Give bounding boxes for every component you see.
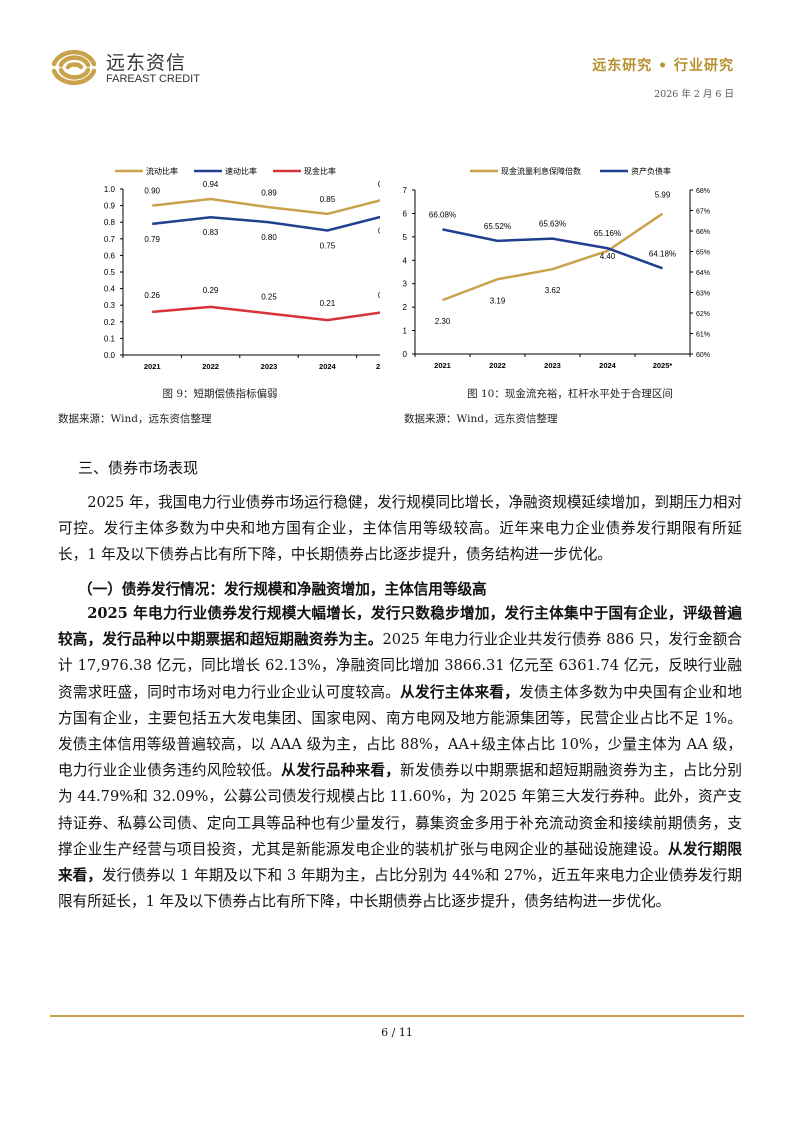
- data-label: 0.94: [378, 180, 380, 189]
- series-line-0: [152, 197, 380, 216]
- subsection-heading: （一）债券发行情况：发行规模和净融资增加，主体信用等级高: [78, 581, 487, 598]
- data-label: 0.83: [203, 228, 219, 237]
- chart-short-term-solvency: 0.0 0.1 0.2 0.3 0.4 0.5 0.6 0.7 0.8 0.9 1.0 2021 202…: [104, 166, 380, 371]
- data-label: 0.85: [320, 195, 336, 204]
- report-series-title: 远东研究 • 行业研究: [592, 58, 734, 74]
- y-tick-label-right: 66%: [696, 229, 710, 236]
- data-label: 65.63%: [539, 220, 566, 229]
- series-line-2: [152, 305, 380, 322]
- y-tick-label: 0.8: [104, 218, 116, 227]
- x-tick-label: 2024: [319, 362, 337, 371]
- y-tick-label: 1: [403, 327, 408, 336]
- x-tick-label: 2023: [544, 361, 561, 370]
- data-label: 0.21: [320, 299, 336, 308]
- figure-10-source: 数据来源：Wind，远东资信整理: [404, 413, 558, 425]
- data-label: 65.52%: [484, 222, 511, 231]
- y-tick-label: 0.2: [104, 318, 116, 327]
- x-tick-label: 2025*: [653, 361, 673, 370]
- series-line-0: [442, 212, 664, 302]
- y-tick-label: 1.0: [104, 185, 116, 194]
- figure-9-source: 数据来源：Wind，远东资信整理: [58, 413, 212, 425]
- para-seg: 发行债券以 1 年期及以下和 3 年期为主，占比分别为 44%和 27%，近五年…: [58, 867, 742, 911]
- y-tick-label-right: 62%: [696, 311, 710, 318]
- legend-label: 资产负债率: [631, 166, 671, 176]
- x-tick-label: 2023: [261, 362, 278, 371]
- x-tick-label: 2021: [434, 361, 451, 370]
- data-label: 0.90: [144, 187, 160, 196]
- y-tick-label: 0.3: [104, 301, 116, 310]
- x-tick-label: 2024: [599, 361, 617, 370]
- para-seg: 从发行期限来看，: [58, 840, 742, 885]
- y-tick-label: 0: [403, 350, 408, 359]
- data-label: 3.62: [545, 286, 561, 295]
- data-label: 0.89: [261, 188, 277, 197]
- series-line-1: [442, 228, 663, 270]
- report-date: 2026 年 2 月 6 日: [654, 89, 734, 100]
- y-tick-label: 0.5: [104, 268, 116, 277]
- y-tick-label: 0.4: [104, 285, 116, 294]
- series-line-1: [152, 215, 380, 232]
- y-tick-label: 5: [403, 233, 408, 242]
- y-tick-label: 3: [403, 280, 408, 289]
- figure-10-caption: 图 10：现金流充裕，杠杆水平处于合理区间: [467, 388, 673, 400]
- logo-name-en: FAREAST CREDIT: [106, 73, 200, 85]
- y-tick-label: 6: [403, 209, 408, 218]
- data-label: 0.26: [378, 291, 380, 300]
- y-tick-label-right: 64%: [696, 270, 710, 277]
- para-seg: 从发行品种来看，: [281, 762, 401, 780]
- y-tick-label: 0.0: [104, 351, 116, 360]
- para-seg: 发债主体多数为中央国有企业和地方国有企业，主要包括五大发电集团、国家电网、南方电…: [58, 683, 742, 780]
- y-tick-label: 7: [403, 186, 408, 195]
- para-seg: 2025 年电力行业债券发行规模大幅增长，发行只数稳步增加，发行主体集中于国有企…: [58, 605, 742, 649]
- section-heading: 三、债券市场表现: [78, 459, 199, 477]
- section-intro-paragraph: 2025 年，我国电力行业债券市场运行稳健，发行规模同比增长，净融资规模延续增加…: [58, 494, 742, 564]
- data-label: 0.26: [144, 291, 160, 300]
- para-seg: 新发债券以中期票据和超短期融资券为主，占比分别为 44.79%和 32.09%，…: [58, 762, 742, 858]
- y-tick-label-right: 65%: [696, 250, 710, 257]
- x-tick-label: 2022: [489, 361, 506, 370]
- y-tick-label: 0.7: [104, 235, 116, 244]
- data-label: 0.84: [378, 227, 380, 236]
- data-label: 0.80: [261, 233, 277, 242]
- x-tick-label: 2025*: [376, 362, 380, 371]
- y-tick-label-right: 63%: [696, 291, 710, 298]
- data-label: 65.16%: [594, 229, 621, 238]
- y-tick-label: 2: [403, 303, 408, 312]
- legend-label: 流动比率: [146, 166, 178, 176]
- data-label: 64.18%: [649, 249, 676, 258]
- bond-issuance-paragraph: 2025 年电力行业债券发行规模大幅增长，发行只数稳步增加，发行主体集中于国有企…: [58, 601, 742, 915]
- data-label: 4.40: [600, 252, 616, 261]
- data-label: 3.19: [490, 296, 506, 305]
- x-tick-label: 2022: [202, 362, 219, 371]
- para-seg: 2025 年电力行业企业共发行债券 886 只，发行金额合计 17,976.38…: [58, 631, 742, 701]
- y-tick-label: 0.6: [104, 251, 116, 260]
- figure-9-caption: 图 9：短期偿债指标偏弱: [162, 388, 278, 400]
- y-tick-label-right: 61%: [696, 332, 710, 339]
- data-label: 66.08%: [429, 210, 456, 219]
- y-tick-label: 0.1: [104, 334, 116, 343]
- footer-divider: [50, 1015, 744, 1017]
- legend-label: 现金比率: [304, 166, 336, 176]
- y-tick-label: 0.9: [104, 202, 116, 211]
- logo-name-cn: 远东资信: [106, 52, 187, 74]
- fareast-logo-icon: [51, 49, 97, 86]
- legend-label: 速动比率: [225, 166, 257, 176]
- data-label: 5.99: [655, 191, 671, 200]
- x-tick-label: 2021: [144, 362, 161, 371]
- data-label: 0.75: [320, 242, 336, 251]
- data-label: 0.94: [203, 180, 219, 189]
- para-seg: 从发行主体来看，: [400, 683, 520, 701]
- y-tick-label: 4: [403, 256, 408, 265]
- y-tick-label-right: 60%: [696, 352, 710, 359]
- y-tick-label-right: 68%: [696, 188, 710, 195]
- data-label: 2.30: [435, 317, 451, 326]
- data-label: 0.29: [203, 286, 219, 295]
- y-tick-label-right: 67%: [696, 209, 710, 216]
- data-label: 0.25: [261, 293, 277, 302]
- legend-label: 现金流量利息保障倍数: [501, 166, 581, 176]
- page-number: 6 / 11: [381, 1026, 413, 1039]
- chart-cashflow-leverage: 0 1 2 3 4 5 6 7 60% 61% 62% 63% 64% 65% 66% 67% 68% 2021 2…: [403, 166, 710, 370]
- data-label: 0.79: [144, 235, 160, 244]
